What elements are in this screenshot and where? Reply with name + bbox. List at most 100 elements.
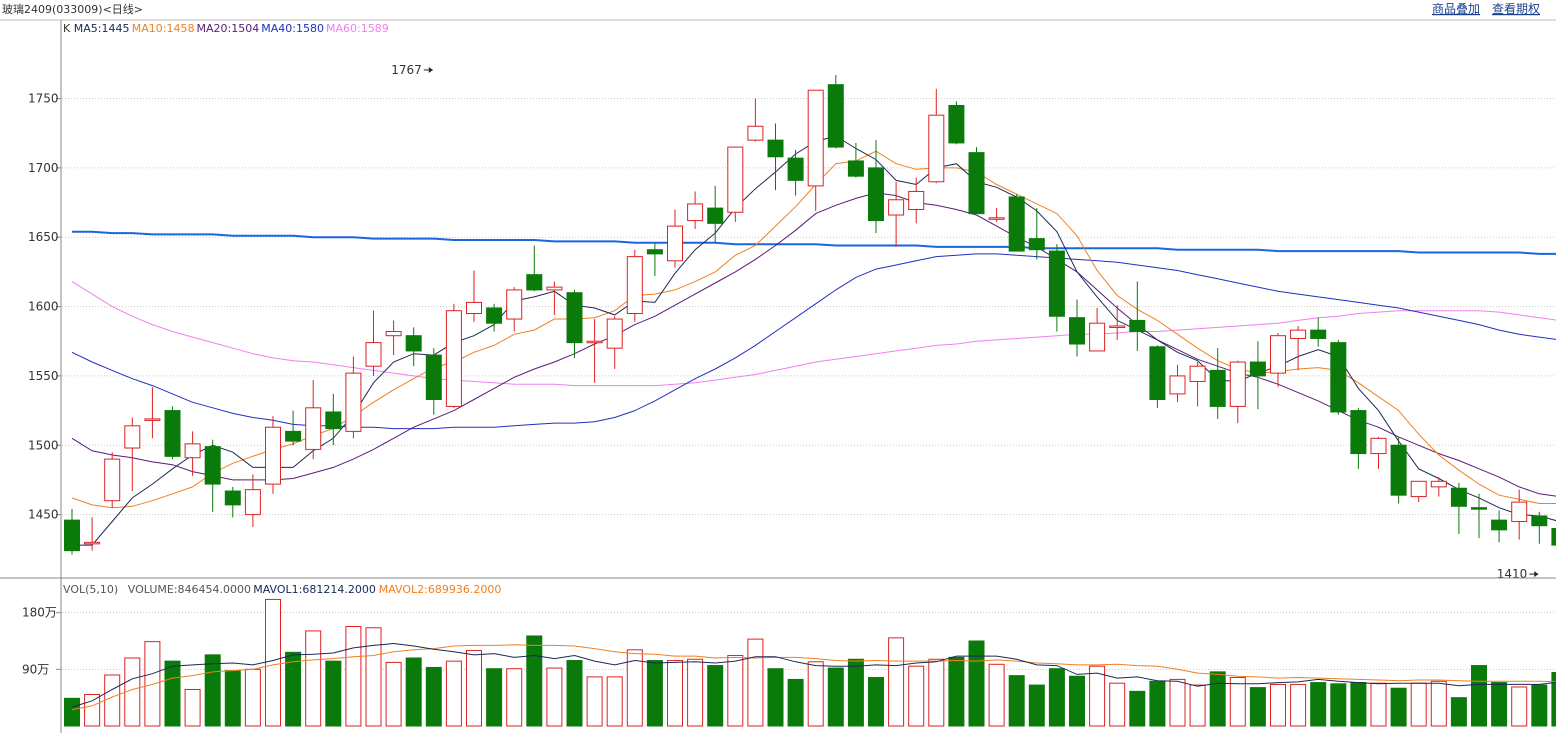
volume-bar — [325, 660, 342, 727]
volume-bar — [827, 667, 844, 727]
price-tick-label: 1550 — [28, 369, 59, 383]
candle-body — [727, 146, 744, 213]
candle-body — [1450, 487, 1467, 507]
legend-entry: MA10:1458 — [132, 22, 195, 35]
candle-body — [1109, 325, 1126, 328]
volume-bar — [908, 665, 925, 727]
candle — [667, 209, 683, 268]
long-ma-line — [72, 230, 1556, 255]
candle-body — [566, 292, 583, 344]
volume-bar — [1249, 687, 1266, 727]
volume-bar — [1450, 697, 1467, 727]
candle-body — [1008, 196, 1025, 252]
legend-entry: VOLUME:846454.0000 — [128, 583, 251, 596]
volume-bar — [224, 670, 241, 727]
volume-bar — [144, 641, 161, 727]
candle-body — [1410, 480, 1427, 498]
volume-bar — [184, 688, 201, 727]
moving-averages — [71, 135, 1556, 546]
volume-bar — [727, 654, 744, 727]
candle — [1491, 510, 1508, 543]
volume-bar — [1069, 675, 1085, 727]
candle-body — [546, 286, 563, 291]
candle-body — [807, 89, 824, 187]
volume-bar — [1169, 678, 1186, 727]
candle-body — [1129, 319, 1146, 333]
volume-bar — [968, 640, 985, 727]
candle-body — [1430, 480, 1447, 488]
candle-body — [1310, 329, 1327, 339]
candle — [1450, 482, 1467, 535]
volume-bar — [1189, 684, 1206, 727]
candle-body — [948, 104, 965, 144]
candle — [405, 327, 422, 367]
candle-body — [586, 340, 603, 344]
volume-bar — [1008, 675, 1025, 727]
candle — [1310, 317, 1327, 347]
volume-bar — [888, 637, 905, 727]
candle — [827, 74, 844, 149]
volume-bar — [687, 658, 704, 727]
candle-body — [506, 289, 523, 320]
legend-entry: MA5:1445 — [74, 22, 130, 35]
volume-bar — [646, 660, 663, 727]
candle — [1149, 345, 1166, 408]
mavol2-line — [71, 644, 1556, 711]
volume-bar — [164, 660, 181, 727]
volume-bar — [988, 663, 1005, 727]
volume-bar — [265, 598, 281, 727]
options-link[interactable]: 查看期权 — [1492, 2, 1540, 16]
candle — [1008, 194, 1025, 252]
candle — [345, 356, 362, 439]
long-ma-layer — [72, 230, 1556, 255]
candle-body — [285, 430, 302, 442]
candle-body — [928, 114, 945, 183]
candle-body — [104, 458, 121, 502]
candle — [787, 149, 804, 196]
candle-body — [1249, 361, 1266, 377]
candle — [1471, 493, 1487, 539]
candle-body — [124, 425, 141, 449]
volume-y-axis: 180万 90万 — [22, 606, 61, 676]
candle-body — [1149, 346, 1166, 400]
volume-bar — [787, 678, 804, 727]
legend-entry: K — [63, 22, 71, 35]
candle — [325, 393, 342, 446]
annotations: 1767 1410 — [391, 63, 1539, 581]
candle — [888, 181, 905, 247]
candle — [526, 245, 543, 292]
volume-bar — [747, 638, 764, 727]
volume-bar — [1129, 690, 1146, 727]
candle-body — [64, 519, 80, 552]
candle — [1229, 360, 1246, 424]
candle — [124, 417, 141, 492]
candle — [566, 289, 583, 358]
candle — [687, 191, 704, 229]
candle — [1270, 332, 1286, 388]
candle — [385, 320, 402, 356]
overlay-link[interactable]: 商品叠加 — [1432, 1, 1480, 16]
candle — [646, 242, 663, 277]
candle-body — [84, 541, 101, 545]
candle — [1109, 305, 1126, 340]
volume-bar — [506, 668, 523, 727]
volume-bar — [244, 668, 261, 727]
candle — [486, 303, 503, 332]
volume-bar — [425, 666, 442, 727]
candle — [727, 146, 744, 222]
chart-title: 玻璃2409(033009)<日线> — [2, 2, 143, 16]
volume-bar — [1089, 665, 1106, 727]
candle-body — [1169, 375, 1186, 395]
volume-bar — [1471, 665, 1487, 727]
candle — [807, 89, 824, 211]
price-tick-label: 1750 — [28, 92, 59, 106]
candle-body — [1551, 527, 1556, 546]
volume-tick-label: 90万 — [22, 662, 49, 676]
volume-tick-label: 180万 — [22, 606, 57, 620]
volume-bar — [1410, 682, 1427, 727]
candle — [948, 101, 965, 145]
volume-bar — [385, 661, 402, 727]
candle — [466, 270, 482, 322]
volume-bar — [445, 660, 462, 727]
